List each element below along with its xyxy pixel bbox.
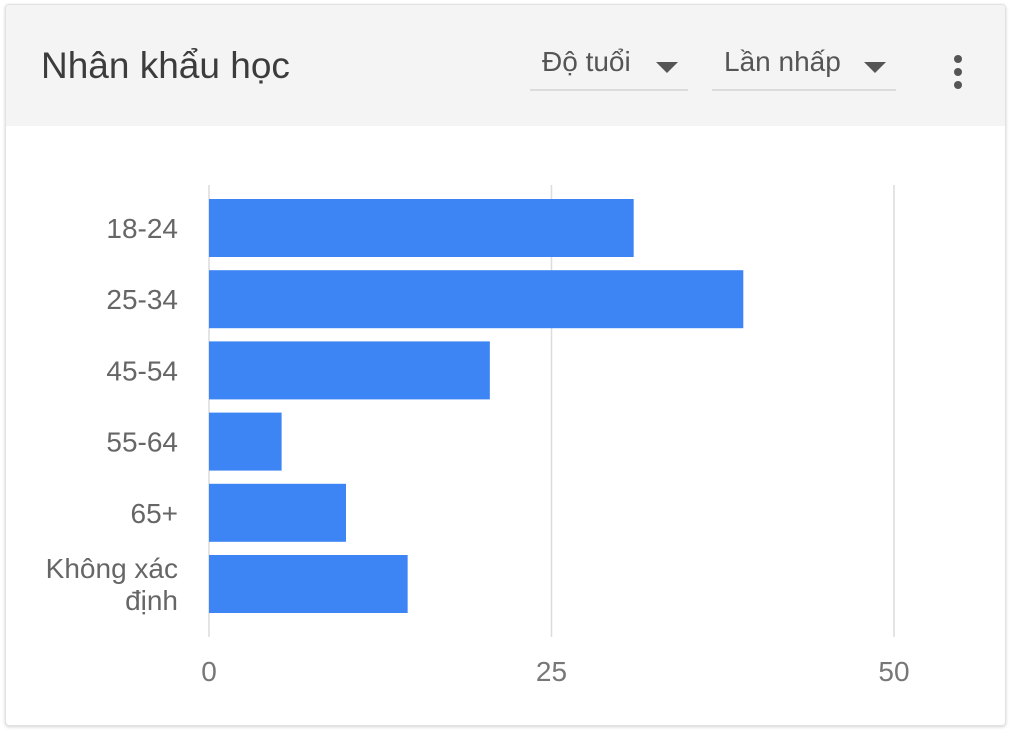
bar[interactable] <box>209 341 490 400</box>
chevron-down-icon <box>656 62 678 73</box>
category-label: 65+ <box>131 498 179 529</box>
category-label: 55-64 <box>106 427 178 458</box>
card-header: Nhân khẩu học Độ tuổi Lần nhấp <box>6 5 1005 126</box>
age-dimension-dropdown[interactable]: Độ tuổi <box>530 43 688 91</box>
more-vert-icon[interactable] <box>944 49 974 95</box>
bar[interactable] <box>209 555 408 613</box>
bar[interactable] <box>209 412 282 471</box>
x-tick-label: 0 <box>201 656 217 687</box>
bar[interactable] <box>209 199 634 257</box>
age-dropdown-label: Độ tuổi <box>542 46 631 77</box>
bar[interactable] <box>209 270 744 329</box>
category-label: 18-24 <box>106 213 178 244</box>
bar[interactable] <box>209 483 346 542</box>
clicks-dropdown-label: Lần nhấp <box>724 46 841 77</box>
x-tick-label: 50 <box>878 656 909 687</box>
bar-chart: 0 25 50 18-24 25-34 45-54 55-64 65+ Không xác địn… <box>46 185 910 687</box>
category-label: Không xác định <box>46 553 178 616</box>
category-label: 45-54 <box>106 355 178 386</box>
chevron-down-icon <box>864 62 886 73</box>
x-tick-label: 25 <box>536 656 567 687</box>
category-label: 25-34 <box>106 284 178 315</box>
demographics-card: Nhân khẩu học Độ tuổi Lần nhấp 0 25 50 18-2… <box>5 4 1006 726</box>
clicks-metric-dropdown[interactable]: Lần nhấp <box>712 43 896 91</box>
card-title: Nhân khẩu học <box>41 45 290 86</box>
